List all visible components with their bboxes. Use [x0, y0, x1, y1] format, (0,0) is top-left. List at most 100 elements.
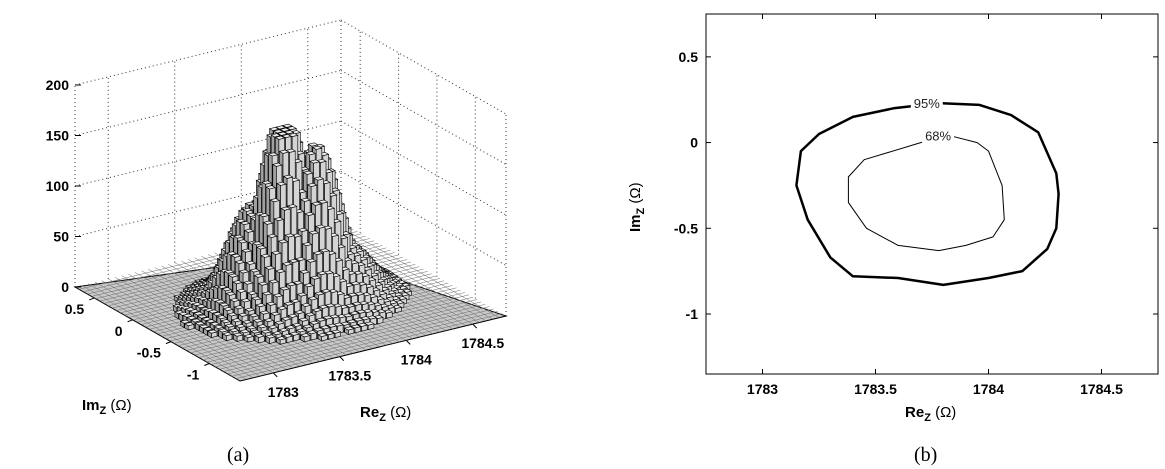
bar-top-face [326, 323, 338, 328]
bar-top-face [225, 291, 237, 296]
bar-top-face [282, 174, 294, 179]
bar-top-face [291, 322, 303, 327]
bar-top-face [224, 323, 236, 328]
bar-top-face [194, 321, 206, 326]
bar-top-face [276, 131, 288, 136]
histogram-3d-panel: 0 50 100 150 200 1783 1783.5 1784 1784.5 0.5 0 -0.5… [46, 19, 508, 466]
bar-top-face [232, 280, 243, 285]
bar-top-face [344, 303, 356, 308]
bar-top-face [197, 314, 209, 319]
bar-top-face [346, 319, 358, 324]
bar-top-face [272, 293, 284, 298]
bar-top-face [235, 323, 246, 329]
y-tick-label: 0 [115, 323, 123, 339]
bar-top-face [195, 304, 207, 309]
bar-top-face [238, 269, 250, 274]
bar-top-face [237, 239, 248, 244]
bar-top-face [295, 328, 307, 333]
bar-top-face [284, 325, 296, 330]
contour-line-95pct [795, 101, 1060, 287]
bar-top-face [264, 265, 276, 270]
bar-top-face [315, 317, 327, 322]
x-tick-label: 1783.5 [328, 368, 371, 384]
y-axis-label: ImZ (Ω) [627, 182, 647, 232]
contour-label: 68% [925, 129, 951, 144]
x-tick-mark [339, 356, 345, 361]
bar-top-face [306, 182, 318, 187]
bar-top-face [198, 324, 210, 329]
bar-top-face [357, 322, 369, 327]
z-tick-label: 150 [46, 128, 70, 144]
histogram-bar [232, 332, 244, 342]
bar-top-face [190, 318, 202, 323]
bar-top-face [299, 269, 311, 274]
bar-top-face [314, 291, 325, 296]
bar-top-face [218, 302, 230, 307]
x-axis-label: ReZ (Ω) [905, 404, 956, 424]
bar-top-face [220, 319, 232, 324]
bar-top-face [258, 213, 270, 218]
bar-top-face [245, 260, 257, 265]
histogram-bar [243, 333, 255, 343]
x-tick-mark [472, 323, 478, 329]
bar-top-face [280, 206, 292, 211]
bar-top-face [226, 312, 238, 317]
bar-top-face [193, 311, 204, 316]
histogram-bar [217, 328, 229, 339]
histogram-bar [299, 333, 311, 343]
contour-label: 95% [914, 96, 940, 111]
bar-top-face [279, 286, 291, 291]
bar-top-face [350, 324, 362, 329]
bar-top-face [254, 333, 266, 338]
bar-top-face [349, 311, 360, 316]
bar-top-face [201, 316, 213, 322]
bar-top-face [242, 207, 253, 212]
bar-top-face [284, 233, 296, 238]
panel-label-a: (a) [227, 444, 249, 466]
bar-top-face [351, 301, 363, 306]
bar-top-face [216, 315, 228, 320]
y-tick-label: -1 [187, 367, 200, 383]
bar-top-face [235, 218, 247, 223]
bar-top-face [243, 333, 255, 339]
contour-lines: 95% 68% [795, 96, 1060, 287]
bar-top-face [343, 326, 355, 331]
bar-top-face [355, 309, 367, 314]
bar-top-face [236, 288, 248, 293]
bar-top-face [280, 316, 292, 321]
bar-top-face [363, 321, 375, 326]
histogram-bars [172, 123, 413, 345]
bar-top-face [255, 303, 267, 308]
bar-top-face [359, 316, 371, 321]
bar-top-face [273, 217, 285, 222]
bar-top-face [228, 328, 240, 333]
bar-top-face [242, 280, 254, 285]
bar-top-face [313, 327, 325, 332]
bar-top-face [294, 310, 306, 315]
bar-top-face [237, 312, 249, 317]
bar-top-face [179, 319, 191, 324]
bar-top-face [312, 250, 324, 256]
bar-top-face [274, 320, 286, 325]
bar-top-face [272, 129, 284, 134]
bar-top-face [265, 301, 277, 306]
bar-top-face [241, 319, 253, 324]
bar-top-face [317, 332, 329, 337]
bar-top-face [322, 315, 334, 320]
bar-top-face [189, 309, 200, 314]
bar-top-face [223, 269, 235, 274]
bar-top-face [301, 242, 313, 247]
bar-top-face [311, 307, 323, 312]
bar-top-face [289, 331, 300, 336]
bar-top-face [261, 291, 273, 296]
y-tick-label: 0 [690, 135, 698, 151]
bar-top-face [347, 292, 359, 297]
histogram-bar [254, 333, 266, 344]
histogram-bar [317, 332, 329, 342]
y-tick-label: -1 [686, 306, 699, 322]
x-axis-label: ReZ (Ω) [360, 404, 411, 424]
bar-top-face [202, 326, 214, 331]
bar-top-face [182, 313, 194, 318]
bar-top-face [233, 305, 245, 310]
